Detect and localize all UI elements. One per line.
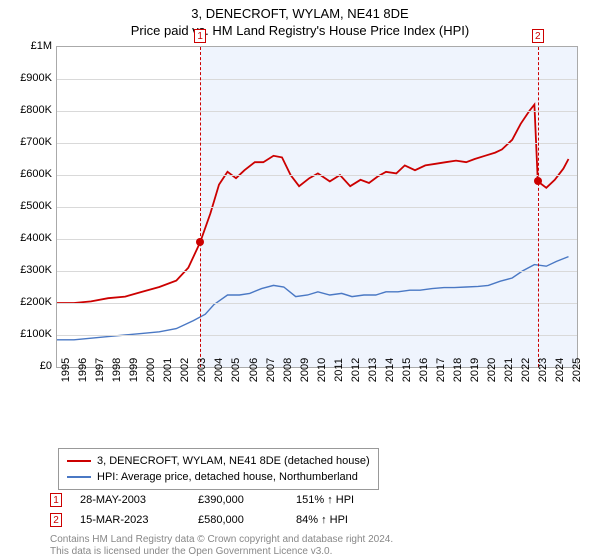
marker-label-box: 1 [194,29,206,43]
x-axis-tick-label: 2009 [299,358,311,382]
legend-label: HPI: Average price, detached house, Nort… [97,471,358,483]
x-axis-tick-label: 1998 [111,358,123,382]
y-axis-tick-label: £500K [4,200,52,212]
transaction-point [196,238,204,246]
x-axis-tick-label: 2000 [145,358,157,382]
legend-swatch [67,460,91,462]
marker-vertical-line [200,47,201,367]
legend: 3, DENECROFT, WYLAM, NE41 8DE (detached … [58,448,379,490]
footer-line: Contains HM Land Registry data © Crown c… [50,534,393,546]
chart-title: 3, DENECROFT, WYLAM, NE41 8DE [0,6,600,21]
marker-vertical-line [538,47,539,367]
x-axis-tick-label: 2004 [213,358,225,382]
gridline [57,79,577,80]
x-axis-tick-label: 2016 [418,358,430,382]
legend-item: HPI: Average price, detached house, Nort… [67,469,370,485]
x-axis-tick-label: 2022 [520,358,532,382]
y-axis-tick-label: £900K [4,72,52,84]
y-axis-tick-label: £1M [4,40,52,52]
y-axis-tick-label: £700K [4,136,52,148]
y-axis-tick-label: £400K [4,232,52,244]
x-axis-tick-label: 2002 [179,358,191,382]
y-axis-tick-label: £0 [4,360,52,372]
x-axis-tick-label: 2019 [469,358,481,382]
plot-area: 12 [56,46,578,368]
transaction-marker: 1 [50,493,62,507]
footer-attribution: Contains HM Land Registry data © Crown c… [50,534,393,558]
y-axis-tick-label: £600K [4,168,52,180]
gridline [57,271,577,272]
footer-line: This data is licensed under the Open Gov… [50,546,393,558]
gridline [57,143,577,144]
x-axis-tick-label: 2001 [162,358,174,382]
series-line [57,105,569,303]
x-axis-tick-label: 2014 [384,358,396,382]
chart-title-block: 3, DENECROFT, WYLAM, NE41 8DE Price paid… [0,0,600,38]
gridline [57,111,577,112]
transaction-hpi: 151% ↑ HPI [296,494,376,506]
x-axis-tick-label: 2011 [333,358,345,382]
x-axis-tick-label: 1999 [128,358,140,382]
transaction-price: £580,000 [198,514,278,526]
x-axis-tick-label: 2023 [537,358,549,382]
gridline [57,335,577,336]
x-axis-tick-label: 2005 [230,358,242,382]
x-axis-tick-label: 2003 [196,358,208,382]
gridline [57,303,577,304]
series-line [57,257,569,340]
y-axis-tick-label: £800K [4,104,52,116]
x-axis-tick-label: 2013 [367,358,379,382]
transaction-row: 2 15-MAR-2023 £580,000 84% ↑ HPI [50,510,376,530]
x-axis-tick-label: 2006 [248,358,260,382]
gridline [57,175,577,176]
x-axis-tick-label: 1997 [94,358,106,382]
transaction-date: 28-MAY-2003 [80,494,180,506]
chart: 12 £0£100K£200K£300K£400K£500K£600K£700K… [36,46,584,406]
y-axis-tick-label: £100K [4,328,52,340]
x-axis-tick-label: 1995 [60,358,72,382]
marker-label-box: 2 [532,29,544,43]
gridline [57,239,577,240]
x-axis-tick-label: 2015 [401,358,413,382]
x-axis-tick-label: 2020 [486,358,498,382]
x-axis-tick-label: 2012 [350,358,362,382]
transaction-point [534,177,542,185]
x-axis-tick-label: 2007 [265,358,277,382]
legend-item: 3, DENECROFT, WYLAM, NE41 8DE (detached … [67,453,370,469]
transaction-row: 1 28-MAY-2003 £390,000 151% ↑ HPI [50,490,376,510]
legend-label: 3, DENECROFT, WYLAM, NE41 8DE (detached … [97,455,370,467]
legend-swatch [67,476,91,478]
transaction-hpi: 84% ↑ HPI [296,514,376,526]
x-axis-tick-label: 2008 [282,358,294,382]
y-axis-tick-label: £200K [4,296,52,308]
y-axis-tick-label: £300K [4,264,52,276]
x-axis-tick-label: 2010 [316,358,328,382]
transaction-marker: 2 [50,513,62,527]
x-axis-tick-label: 1996 [77,358,89,382]
gridline [57,207,577,208]
x-axis-tick-label: 2025 [571,358,583,382]
x-axis-tick-label: 2024 [554,358,566,382]
x-axis-tick-label: 2017 [435,358,447,382]
transaction-table: 1 28-MAY-2003 £390,000 151% ↑ HPI 2 15-MAR-20… [50,490,376,530]
transaction-date: 15-MAR-2023 [80,514,180,526]
x-axis-tick-label: 2018 [452,358,464,382]
chart-subtitle: Price paid vs. HM Land Registry's House … [0,23,600,38]
x-axis-tick-label: 2021 [503,358,515,382]
transaction-price: £390,000 [198,494,278,506]
